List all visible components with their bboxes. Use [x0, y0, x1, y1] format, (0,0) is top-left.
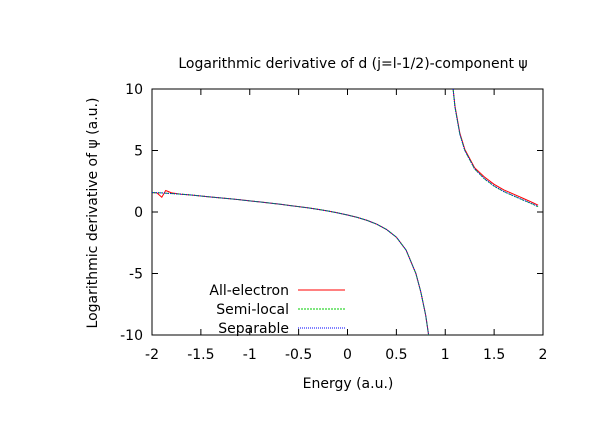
y-tick-label: 5: [134, 144, 143, 160]
x-tick-label: 0: [343, 347, 352, 363]
x-tick-label: -0.5: [285, 347, 312, 363]
series-line-separable: [152, 192, 430, 335]
series-line-semi-local: [452, 89, 539, 208]
axis-ticks: -2 -1.5 -1 -0.5 0 0.5 1 1.5 2 10 5 0 -5 -10: [120, 82, 547, 363]
series-line-separable: [452, 89, 539, 208]
y-tick-label: -5: [129, 267, 143, 283]
series-line-semi-local: [152, 192, 430, 335]
x-tick-label: -1: [243, 347, 257, 363]
y-axis-label: Logarithmic derivative of ψ (a.u.): [85, 98, 101, 329]
x-tick-label: 1: [441, 347, 450, 363]
legend-label: All-electron: [209, 283, 289, 299]
y-tick-label: -10: [120, 328, 143, 344]
legend: All-electron Semi-local Separable: [209, 283, 345, 337]
x-tick-label: 2: [539, 347, 548, 363]
chart-title: Logarithmic derivative of d (j=l-1/2)-co…: [178, 56, 527, 72]
y-tick-label: 0: [134, 205, 143, 221]
series-lines: [152, 89, 539, 335]
x-axis-label: Energy (a.u.): [303, 376, 394, 392]
x-tick-label: 0.5: [385, 347, 407, 363]
series-line-all-electron: [152, 189, 430, 335]
x-tick-label: -1.5: [187, 347, 214, 363]
x-tick-label: -2: [145, 347, 159, 363]
legend-label: Semi-local: [216, 302, 289, 318]
x-tick-label: 1.5: [483, 347, 505, 363]
y-tick-label: 10: [125, 82, 143, 98]
series-line-all-electron: [452, 89, 539, 206]
legend-label: Separable: [218, 321, 289, 337]
